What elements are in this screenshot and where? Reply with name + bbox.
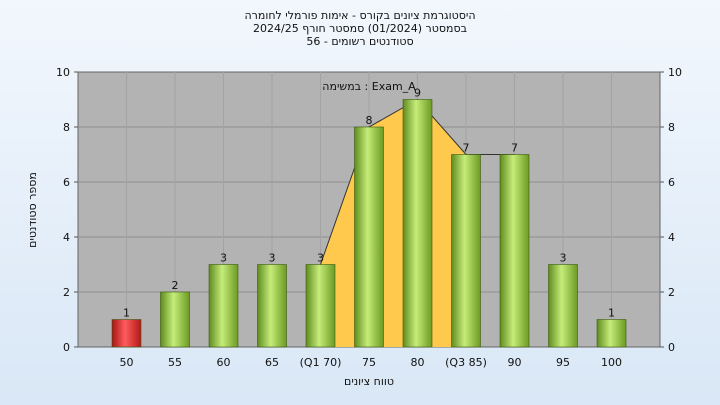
bar: [451, 154, 481, 348]
y-tick-labels-right: 0 2 4 6 8 10: [660, 66, 682, 354]
y-tick-label: 6: [63, 176, 70, 189]
legend-label: Exam_A : במשימה: [322, 80, 416, 93]
bar: [208, 264, 239, 348]
bar-value-label: 9: [414, 87, 421, 100]
bar: [499, 154, 530, 348]
y-axis-label: מספר סטודנטים: [26, 172, 39, 248]
x-tick-label: (Q3 85): [445, 356, 487, 369]
chart-subtitle-semester: בסמסטר (01/2024) סמסטר חורף 2024/25: [253, 22, 467, 35]
bar-value-label: 3: [317, 252, 324, 265]
y-tick-label: 0: [63, 341, 70, 354]
y-tick-label: 8: [63, 121, 70, 134]
chart-subtitle-students: סטודנטים רשומים - 56: [306, 35, 414, 48]
x-tick-labels: 50 55 60 65 (Q1 70) 75 80 (Q3 85) 90 95 100: [120, 356, 623, 369]
x-tick-label: 55: [168, 356, 182, 369]
bar-value-label: 2: [172, 279, 179, 292]
bar-value-label: 3: [269, 252, 276, 265]
bar-value-label: 7: [463, 142, 470, 155]
x-tick-label: 80: [411, 356, 425, 369]
y-tick-label-right: 6: [668, 176, 675, 189]
bar: [548, 264, 578, 348]
x-tick-label: 50: [120, 356, 134, 369]
bar: [111, 319, 142, 348]
chart-title: היסטוגרמת ציונים בקורס - אימות פורמלי לח…: [244, 9, 476, 22]
bar-value-label: 1: [123, 307, 130, 320]
bar-value-label: 3: [220, 252, 227, 265]
bar: [354, 126, 384, 348]
chart-titles: היסטוגרמת ציונים בקורס - אימות פורמלי לח…: [0, 9, 720, 48]
y-tick-label: 2: [63, 286, 70, 299]
y-tick-label-right: 8: [668, 121, 675, 134]
x-axis-label: טווח ציונים: [344, 375, 394, 388]
x-tick-label: 75: [362, 356, 376, 369]
bar-value-label: 7: [511, 142, 518, 155]
y-tick-label-right: 2: [668, 286, 675, 299]
bar-value-label: 1: [608, 307, 615, 320]
bar: [305, 264, 336, 348]
x-tick-label: 90: [508, 356, 522, 369]
x-tick-label: 65: [265, 356, 279, 369]
x-tick-label: (Q1 70): [300, 356, 342, 369]
y-tick-label-right: 4: [668, 231, 675, 244]
y-tick-label-right: 0: [668, 341, 675, 354]
y-tick-label: 10: [56, 66, 70, 79]
bar: [596, 319, 627, 348]
bar: [160, 291, 190, 348]
bar-value-label: 8: [366, 114, 373, 127]
x-tick-label: 100: [601, 356, 622, 369]
bar-value-label: 3: [560, 252, 567, 265]
bar: [402, 99, 433, 348]
y-tick-label-right: 10: [668, 66, 682, 79]
x-tick-label: 95: [556, 356, 570, 369]
bars: 1 2 3 3 3 8 9 7 7 3 1: [111, 87, 627, 348]
x-tick-label: 60: [217, 356, 231, 369]
y-tick-label: 4: [63, 231, 70, 244]
y-tick-labels-left: 0 2 4 6 8 10: [56, 66, 78, 354]
bar: [257, 264, 287, 348]
